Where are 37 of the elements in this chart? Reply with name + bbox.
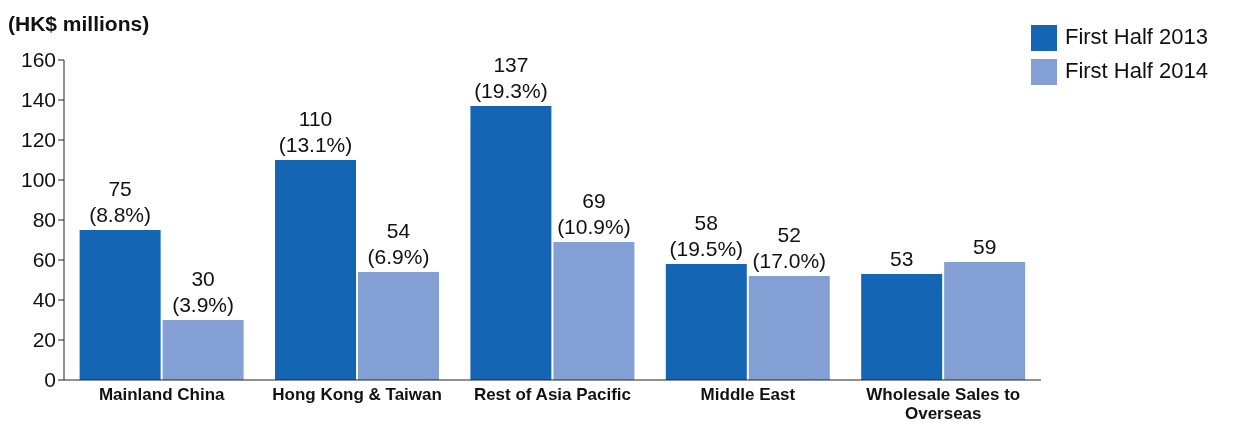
y-tick-label: 160 (20, 48, 56, 72)
y-tick-label: 100 (20, 168, 56, 192)
y-tick-label: 80 (32, 208, 56, 232)
data-label: 30 (3.9%) (172, 267, 235, 316)
x-tick-label: Rest of Asia Pacific (473, 385, 632, 404)
bar (358, 272, 440, 380)
x-tick-label: Wholesale Sales to Overseas (866, 385, 1021, 423)
y-axis-title: (HK$ millions) (8, 12, 150, 36)
bar (944, 262, 1026, 380)
x-tick-label: Hong Kong & Taiwan (272, 385, 442, 404)
y-tick-label: 140 (20, 88, 56, 112)
y-tick-label: 40 (32, 288, 56, 312)
legend-label: First Half 2014 (1064, 58, 1208, 83)
bar (748, 276, 830, 380)
bar (275, 160, 357, 380)
x-tick-label: Middle East (700, 385, 796, 404)
x-tick-label: Mainland China (98, 385, 226, 404)
data-label: 52 (17.0%) (752, 223, 827, 272)
data-label: 54 (6.9%) (367, 219, 430, 268)
data-label: 75 (8.8%) (89, 177, 152, 226)
y-tick-label: 60 (32, 248, 56, 272)
data-label: 58 (19.5%) (669, 211, 744, 260)
bar (665, 264, 747, 380)
y-tick-label: 120 (20, 128, 56, 152)
bar (79, 230, 161, 380)
bar (470, 106, 552, 380)
y-tick-label: 20 (32, 328, 56, 352)
data-label: 137 (19.3%) (474, 53, 548, 102)
bar (861, 274, 943, 380)
data-label: 53 (890, 247, 914, 270)
data-label: 59 (973, 235, 997, 258)
y-tick-label: 0 (44, 368, 56, 392)
bar (162, 320, 244, 380)
bar (553, 242, 635, 380)
legend-label: First Half 2013 (1064, 24, 1208, 49)
data-label: 110 (13.1%) (278, 107, 353, 156)
data-label: 69 (10.9%) (557, 189, 631, 238)
